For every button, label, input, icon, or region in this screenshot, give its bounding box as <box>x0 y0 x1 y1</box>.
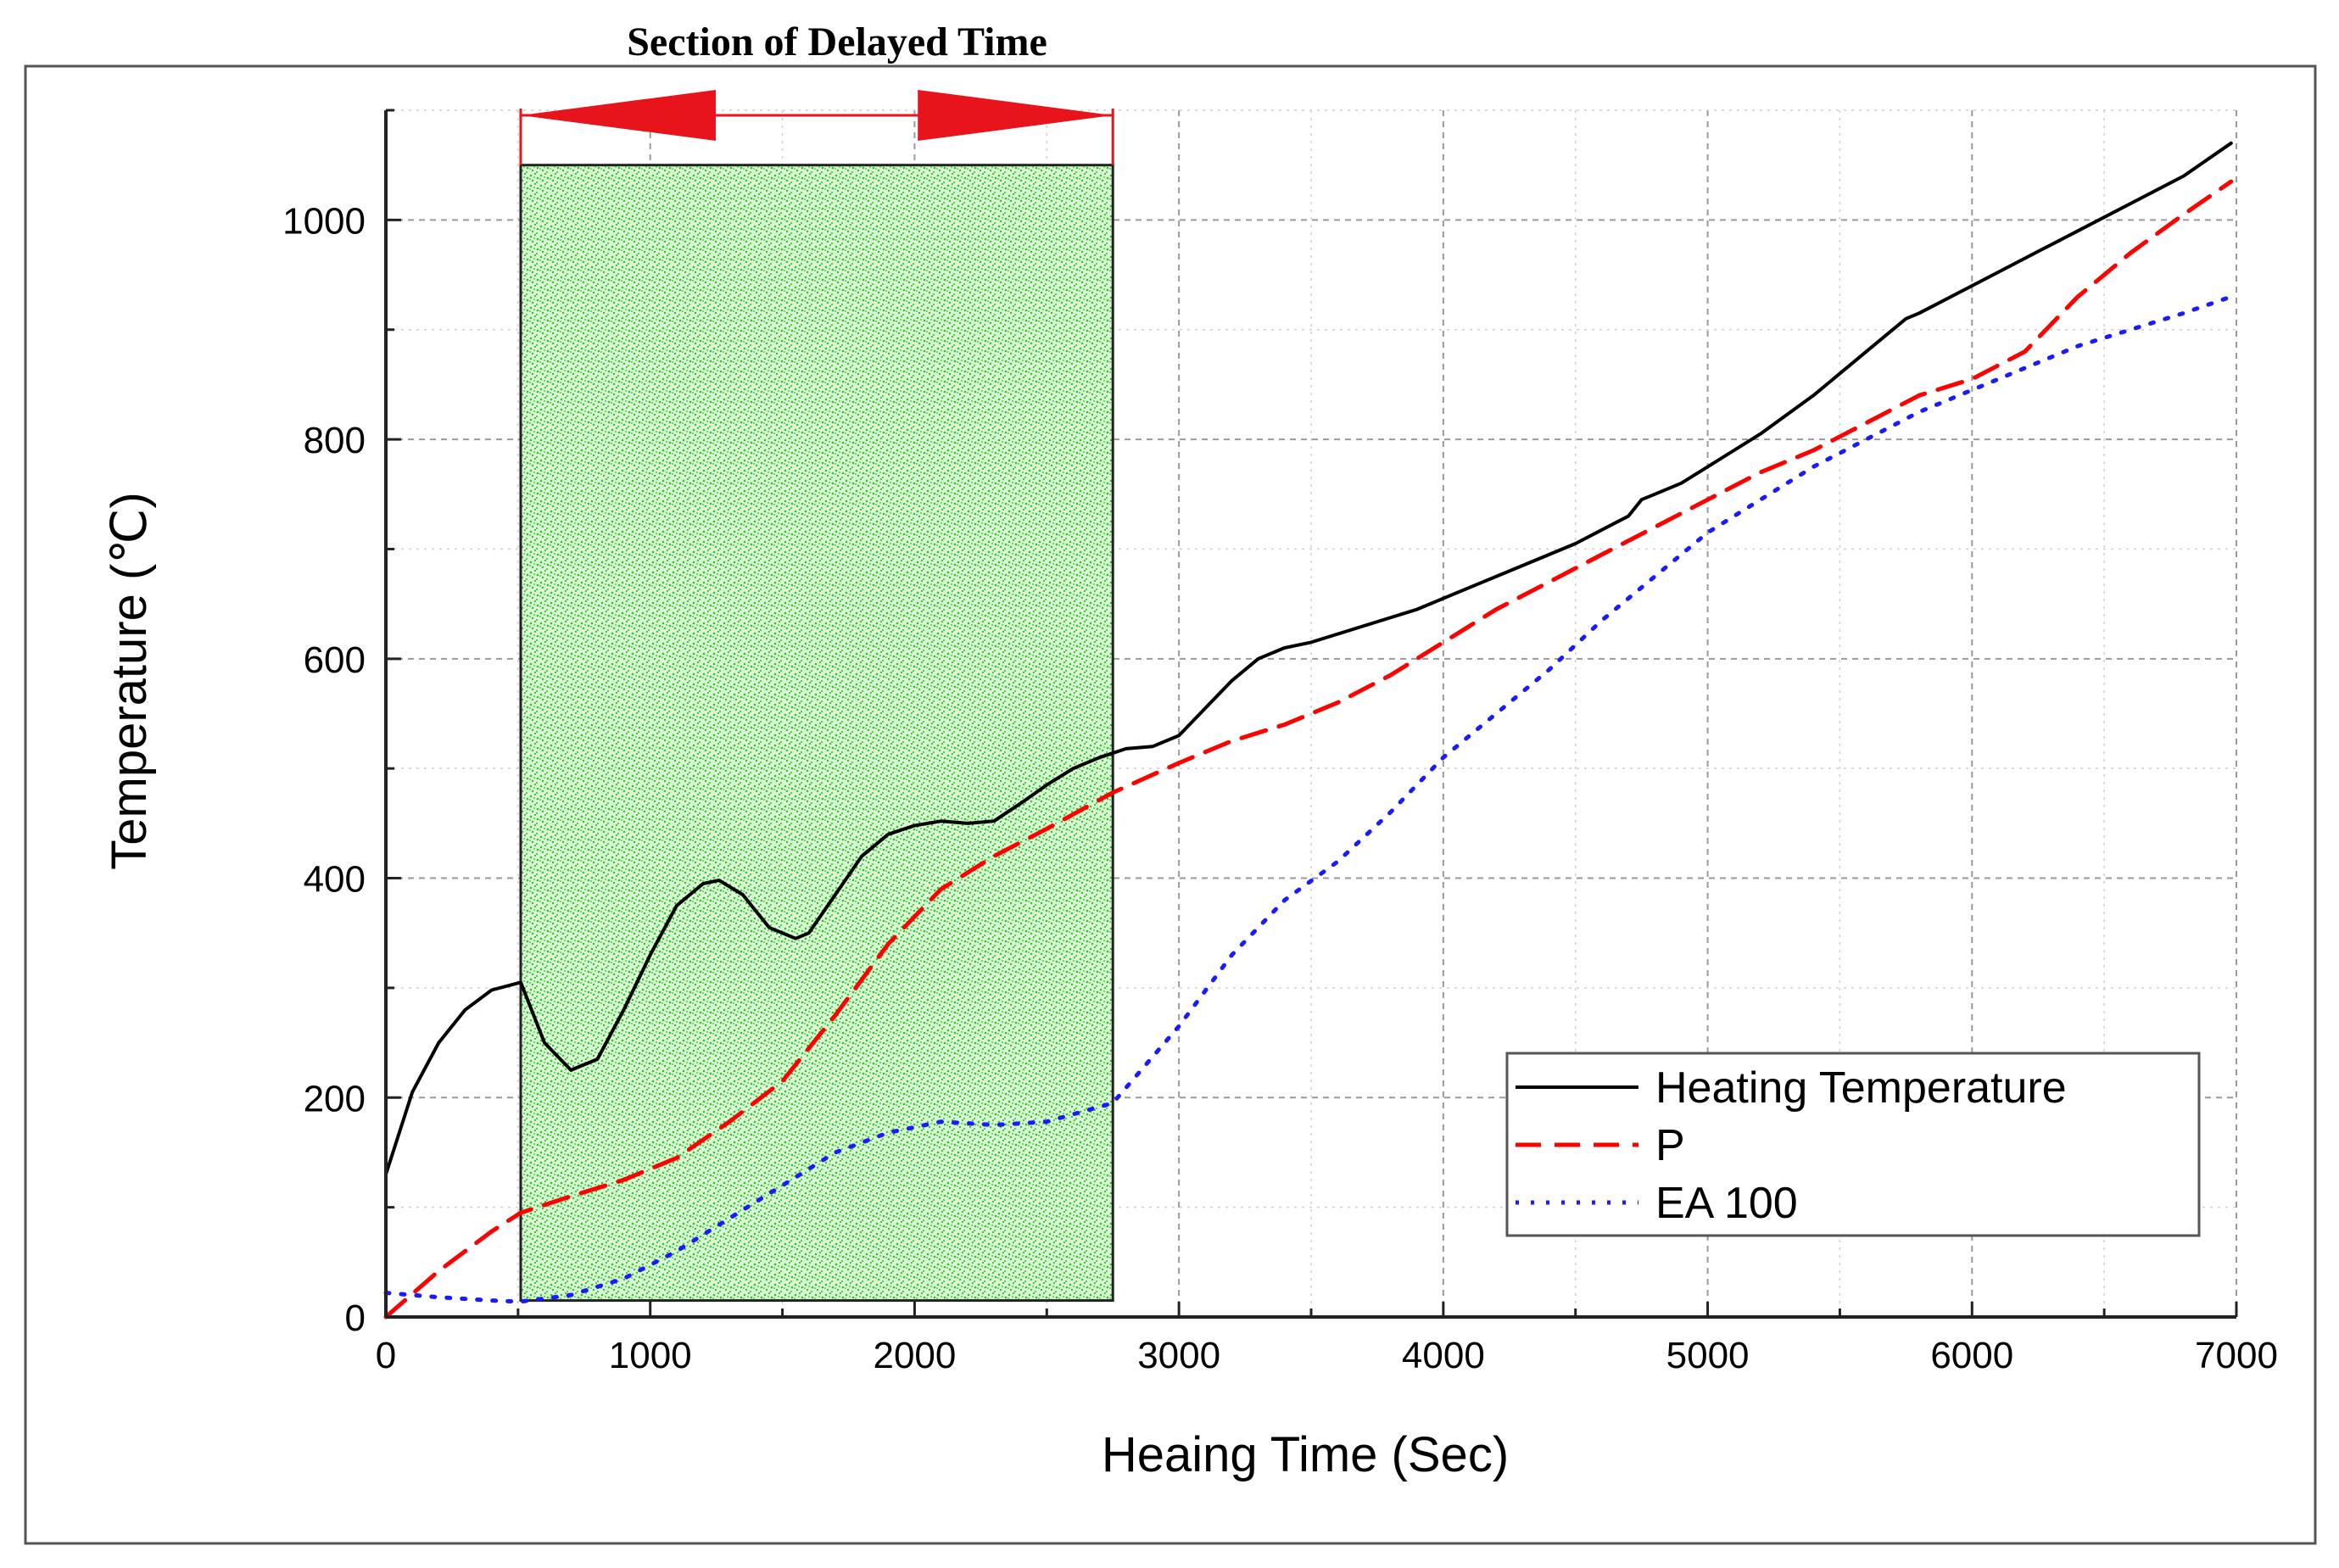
delayed-section-arrow <box>519 90 1114 165</box>
y-tick-label: 0 <box>345 1297 366 1339</box>
delayed-section-shading <box>519 164 1114 1303</box>
legend-box <box>1505 1052 2201 1237</box>
legend-label-ea-100: EA 100 <box>1655 1179 1798 1228</box>
y-tick-label: 1000 <box>282 200 366 242</box>
legend: Heating Temperature P EA 100 <box>1505 1052 2201 1237</box>
x-axis-label: Heaing Time (Sec) <box>1102 1427 1509 1482</box>
series-line-ea-100 <box>383 294 2234 1304</box>
arrow-head-left <box>520 90 716 141</box>
legend-label-heating-temperature: Heating Temperature <box>1655 1063 2067 1113</box>
y-tick-label: 200 <box>304 1078 366 1119</box>
x-tick-label: 5000 <box>1666 1335 1750 1376</box>
x-tick-label: 6000 <box>1930 1335 2013 1376</box>
legend-label-p: P <box>1655 1121 1685 1170</box>
y-axis-label: Temperature (℃) <box>102 492 157 869</box>
delayed-section-region <box>519 164 1114 1303</box>
x-tick-label: 1000 <box>609 1335 692 1376</box>
x-tick-label: 3000 <box>1137 1335 1220 1376</box>
y-tick-label: 800 <box>304 420 366 461</box>
x-tick-label: 2000 <box>873 1335 956 1376</box>
figure-frame <box>24 64 2317 1545</box>
series-lines <box>383 141 2234 1320</box>
x-tick-label: 7000 <box>2195 1335 2278 1376</box>
y-tick-label: 600 <box>304 639 366 681</box>
series-line-heating-temperature <box>384 141 2233 1176</box>
x-tick-label: 0 <box>376 1335 396 1376</box>
axes: 0 1000 2000 3000 4000 5000 6000 7000 0 200 400 600 8… <box>282 109 2278 1376</box>
series-line-p <box>383 179 2234 1320</box>
y-tick-label: 400 <box>304 859 366 901</box>
x-tick-label: 4000 <box>1402 1335 1485 1376</box>
chart-title: Section of Delayed Time <box>627 20 1047 64</box>
arrow-head-right <box>918 90 1114 141</box>
